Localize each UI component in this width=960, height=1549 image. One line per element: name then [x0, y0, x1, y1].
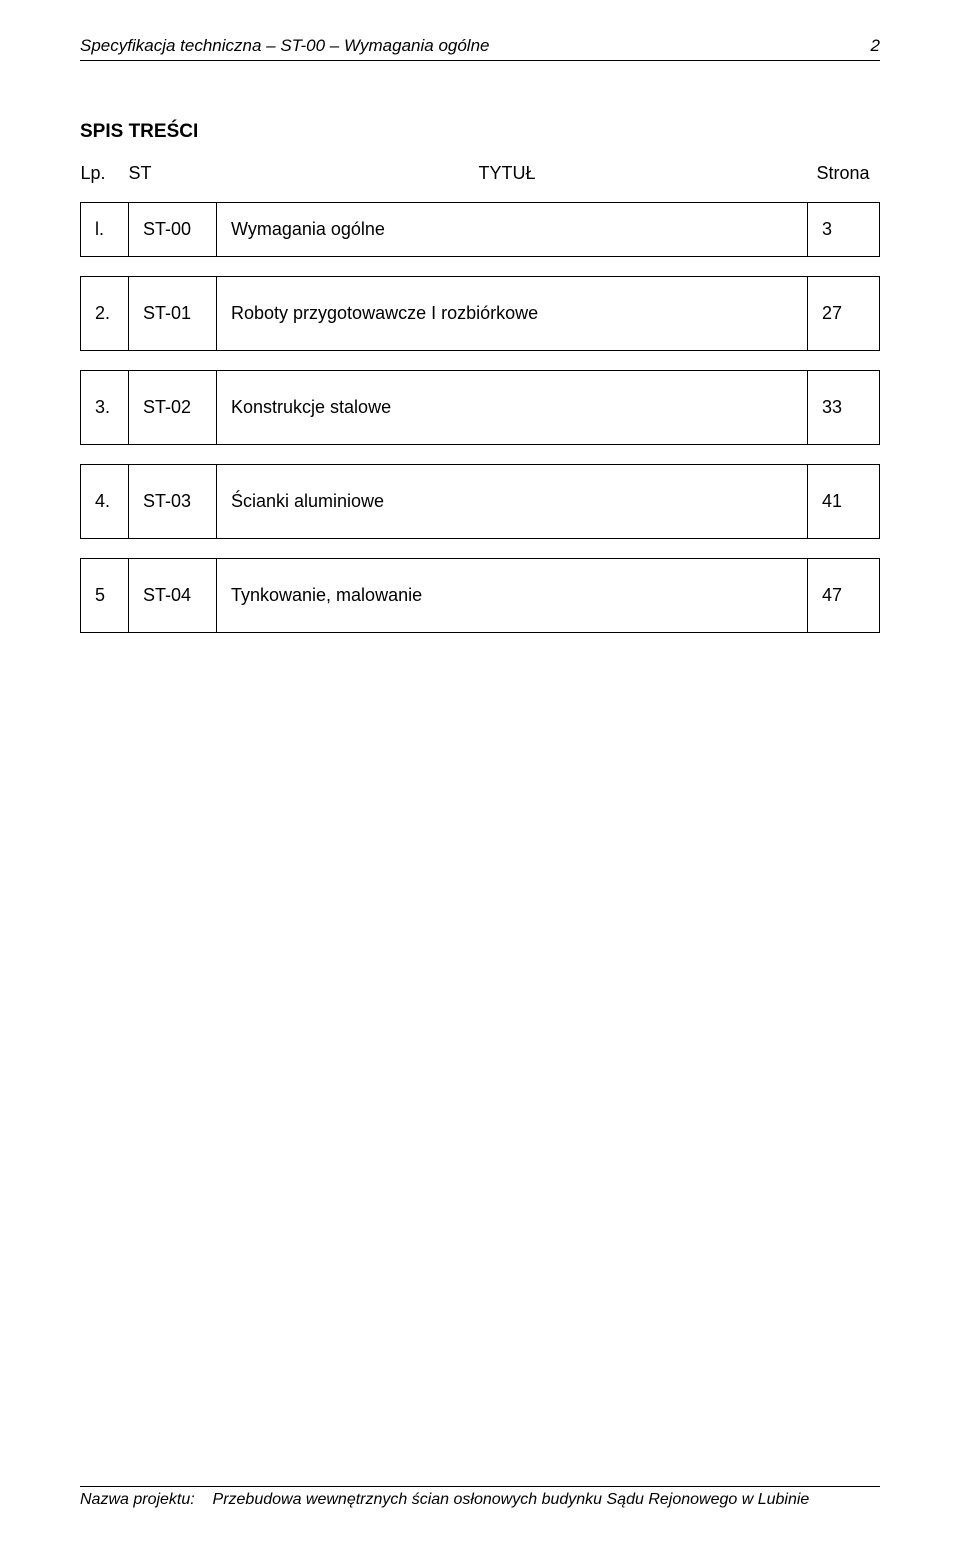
page-header: Specyfikacja techniczna – ST-00 – Wymaga… — [80, 36, 880, 56]
toc-cell-lp: l. — [81, 203, 129, 257]
page-footer: Nazwa projektu: Przebudowa wewnętrznych … — [80, 1486, 880, 1509]
toc-cell-page: 41 — [808, 465, 880, 539]
toc-cell-st: ST-00 — [129, 203, 217, 257]
toc-cell-page: 3 — [808, 203, 880, 257]
row-gap — [81, 445, 880, 465]
toc-cell-title: Konstrukcje stalowe — [217, 371, 808, 445]
toc-cell-page: 27 — [808, 277, 880, 351]
toc-col-title: TYTUŁ — [217, 157, 808, 203]
toc-cell-lp: 4. — [81, 465, 129, 539]
toc-cell-st: ST-02 — [129, 371, 217, 445]
toc-cell-st: ST-01 — [129, 277, 217, 351]
row-gap — [81, 539, 880, 559]
header-left: Specyfikacja techniczna – ST-00 – Wymaga… — [80, 36, 490, 56]
toc-cell-page: 47 — [808, 559, 880, 633]
row-gap — [81, 351, 880, 371]
toc-cell-lp: 3. — [81, 371, 129, 445]
toc-cell-lp: 5 — [81, 559, 129, 633]
toc-cell-title: Wymagania ogólne — [217, 203, 808, 257]
page: Specyfikacja techniczna – ST-00 – Wymaga… — [0, 0, 960, 1549]
toc-title: SPIS TREŚCI — [80, 121, 880, 143]
toc-cell-st: ST-04 — [129, 559, 217, 633]
header-page-number: 2 — [871, 36, 880, 56]
toc-cell-st: ST-03 — [129, 465, 217, 539]
toc-cell-title: Tynkowanie, malowanie — [217, 559, 808, 633]
table-row: 4.ST-03Ścianki aluminiowe41 — [81, 465, 880, 539]
footer-text: Nazwa projektu: Przebudowa wewnętrznych … — [80, 1491, 880, 1509]
toc-cell-title: Ścianki aluminiowe — [217, 465, 808, 539]
toc-header-row: Lp.STTYTUŁStrona — [81, 157, 880, 203]
table-row: 2.ST-01Roboty przygotowawcze I rozbiórko… — [81, 277, 880, 351]
row-gap — [81, 257, 880, 277]
toc-table: Lp.STTYTUŁStronal.ST-00Wymagania ogólne3… — [80, 157, 880, 633]
header-rule — [80, 60, 880, 61]
footer-label: Nazwa projektu: — [80, 1491, 195, 1508]
toc-cell-lp: 2. — [81, 277, 129, 351]
footer-value: Przebudowa wewnętrznych ścian osłonowych… — [213, 1491, 810, 1508]
table-row: 3.ST-02Konstrukcje stalowe33 — [81, 371, 880, 445]
footer-rule — [80, 1486, 880, 1487]
table-row: 5ST-04Tynkowanie, malowanie47 — [81, 559, 880, 633]
toc-cell-page: 33 — [808, 371, 880, 445]
toc-col-lp: Lp. — [81, 157, 129, 203]
toc-cell-title: Roboty przygotowawcze I rozbiórkowe — [217, 277, 808, 351]
toc-col-st: ST — [129, 157, 217, 203]
table-row: l.ST-00Wymagania ogólne3 — [81, 203, 880, 257]
toc-col-page: Strona — [808, 157, 880, 203]
